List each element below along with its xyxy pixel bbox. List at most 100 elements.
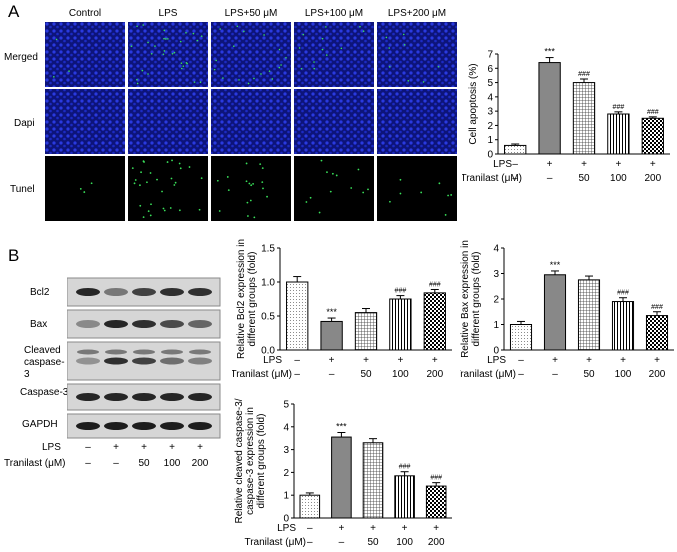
lps-row-label: LPS [493,159,512,170]
tranilast-row-value: 50 [583,369,595,380]
tranilast-row-value: – [307,537,313,548]
y-tick-label: 3 [487,107,493,118]
tunel-dot [140,171,142,174]
column-header-lps: LPS [158,8,178,19]
merged-dot [300,67,303,70]
western-blot [67,277,221,439]
lps-row-value: + [402,523,408,534]
lps-row-value: – [518,355,524,366]
significance-label: ### [430,475,442,482]
bar [331,436,352,519]
y-tick-label: 0.5 [261,312,275,323]
tunel-dot [245,162,248,165]
blot-band [104,393,128,401]
tunel-dot [350,187,353,189]
chart-cell-apoptosis: 0 1 2 3 4 5 6 7 Cell apoptosis (%) – – *** + – ### +50 #… [462,47,670,184]
bar [577,279,601,351]
wb-tranilast-lane-4: 100 [163,458,181,469]
y-axis-label: Relative Bcl2 expression in [236,239,247,359]
merged-dot [243,30,245,33]
dapi-image-lps-50 [211,89,291,154]
lps-row-value: + [654,355,660,366]
bar [425,485,447,519]
tranilast-row-value: 50 [367,537,379,548]
tranilast-row-value: – [512,173,518,184]
blot-band [160,422,184,430]
merged-dot [298,47,301,49]
merged-dot [179,40,182,43]
tranilast-row-value: 200 [649,369,666,380]
merged-dot [238,79,240,81]
y-tick-label: 6 [487,64,493,75]
y-tick-label: 0.0 [261,346,275,357]
tunel-image-control [45,156,125,221]
merged-dot [271,78,274,80]
merged-dot [219,28,221,30]
merged-dot [136,78,138,81]
wb-lps-label: LPS [42,442,61,453]
y-tick-label: 2 [493,295,499,306]
column-header-lps-100: LPS+100 μM [304,8,364,19]
merged-dot [285,56,287,59]
y-axis-label: different groups (fold) [471,252,482,347]
merged-dot [278,66,281,69]
merged-dot [222,77,224,79]
wb-lps-lane-1: – [85,442,91,453]
lps-row-value: + [650,159,656,170]
tunel-dot [357,168,360,171]
bar [354,312,378,351]
dapi-image-lps [128,89,208,154]
merged-dot [213,68,216,71]
y-axis-label: different groups (fold) [256,414,267,509]
tunel-dot [173,184,176,186]
tranilast-row-value: – [329,369,335,380]
significance-label: ### [617,290,629,297]
merged-dot [196,39,199,42]
tranilast-row-value: 50 [578,173,590,184]
merged-dot [302,33,305,36]
tunel-row [45,156,457,221]
tunel-dot [450,194,453,196]
band-label-bax: Bax [30,319,48,330]
tunel-dot [218,210,221,212]
y-tick-label: 2 [487,121,493,132]
lps-row-value: – [512,159,518,170]
blot-band [160,393,184,401]
tunel-dot [227,189,230,192]
tranilast-row-value: 200 [644,173,661,184]
tranilast-row-label: Tranilast (μM) [460,369,516,380]
tranilast-row-value: – [339,537,345,548]
lps-row-value: + [586,355,592,366]
tunel-dot [249,199,252,202]
significance-label: *** [550,260,561,270]
lps-row-value: + [433,523,439,534]
merged-dot [268,70,271,72]
tunel-dot [305,201,308,203]
y-tick-label: 1 [493,320,499,331]
merged-dot [185,61,188,64]
tunel-dot [149,214,152,217]
bar [394,475,415,519]
merged-dot [263,34,265,36]
bar [509,324,533,351]
tunel-dot [171,159,173,162]
blot-band-upper [189,349,211,355]
blot-band [188,357,212,365]
tranilast-row-value: 100 [392,369,409,380]
panel-a-letter: A [8,2,20,21]
merged-dot [325,54,328,56]
merged-dot [171,52,174,55]
tunel-dot [83,191,86,193]
blot-band [76,393,100,401]
chart-caspase-ratio: 0 1 2 3 4 5 Relative cleaved caspase-3/caspase… [234,398,452,548]
bar [423,292,446,351]
lps-row-value: + [620,355,626,366]
blot-band [160,288,184,296]
blot-band [76,288,100,296]
lps-row-value: + [338,523,344,534]
merged-image-lps [128,22,208,87]
column-header-lps-50: LPS+50 μM [224,8,278,19]
merged-dot [359,25,361,28]
tunel-dot [174,181,177,184]
tunel-dot [142,216,145,219]
